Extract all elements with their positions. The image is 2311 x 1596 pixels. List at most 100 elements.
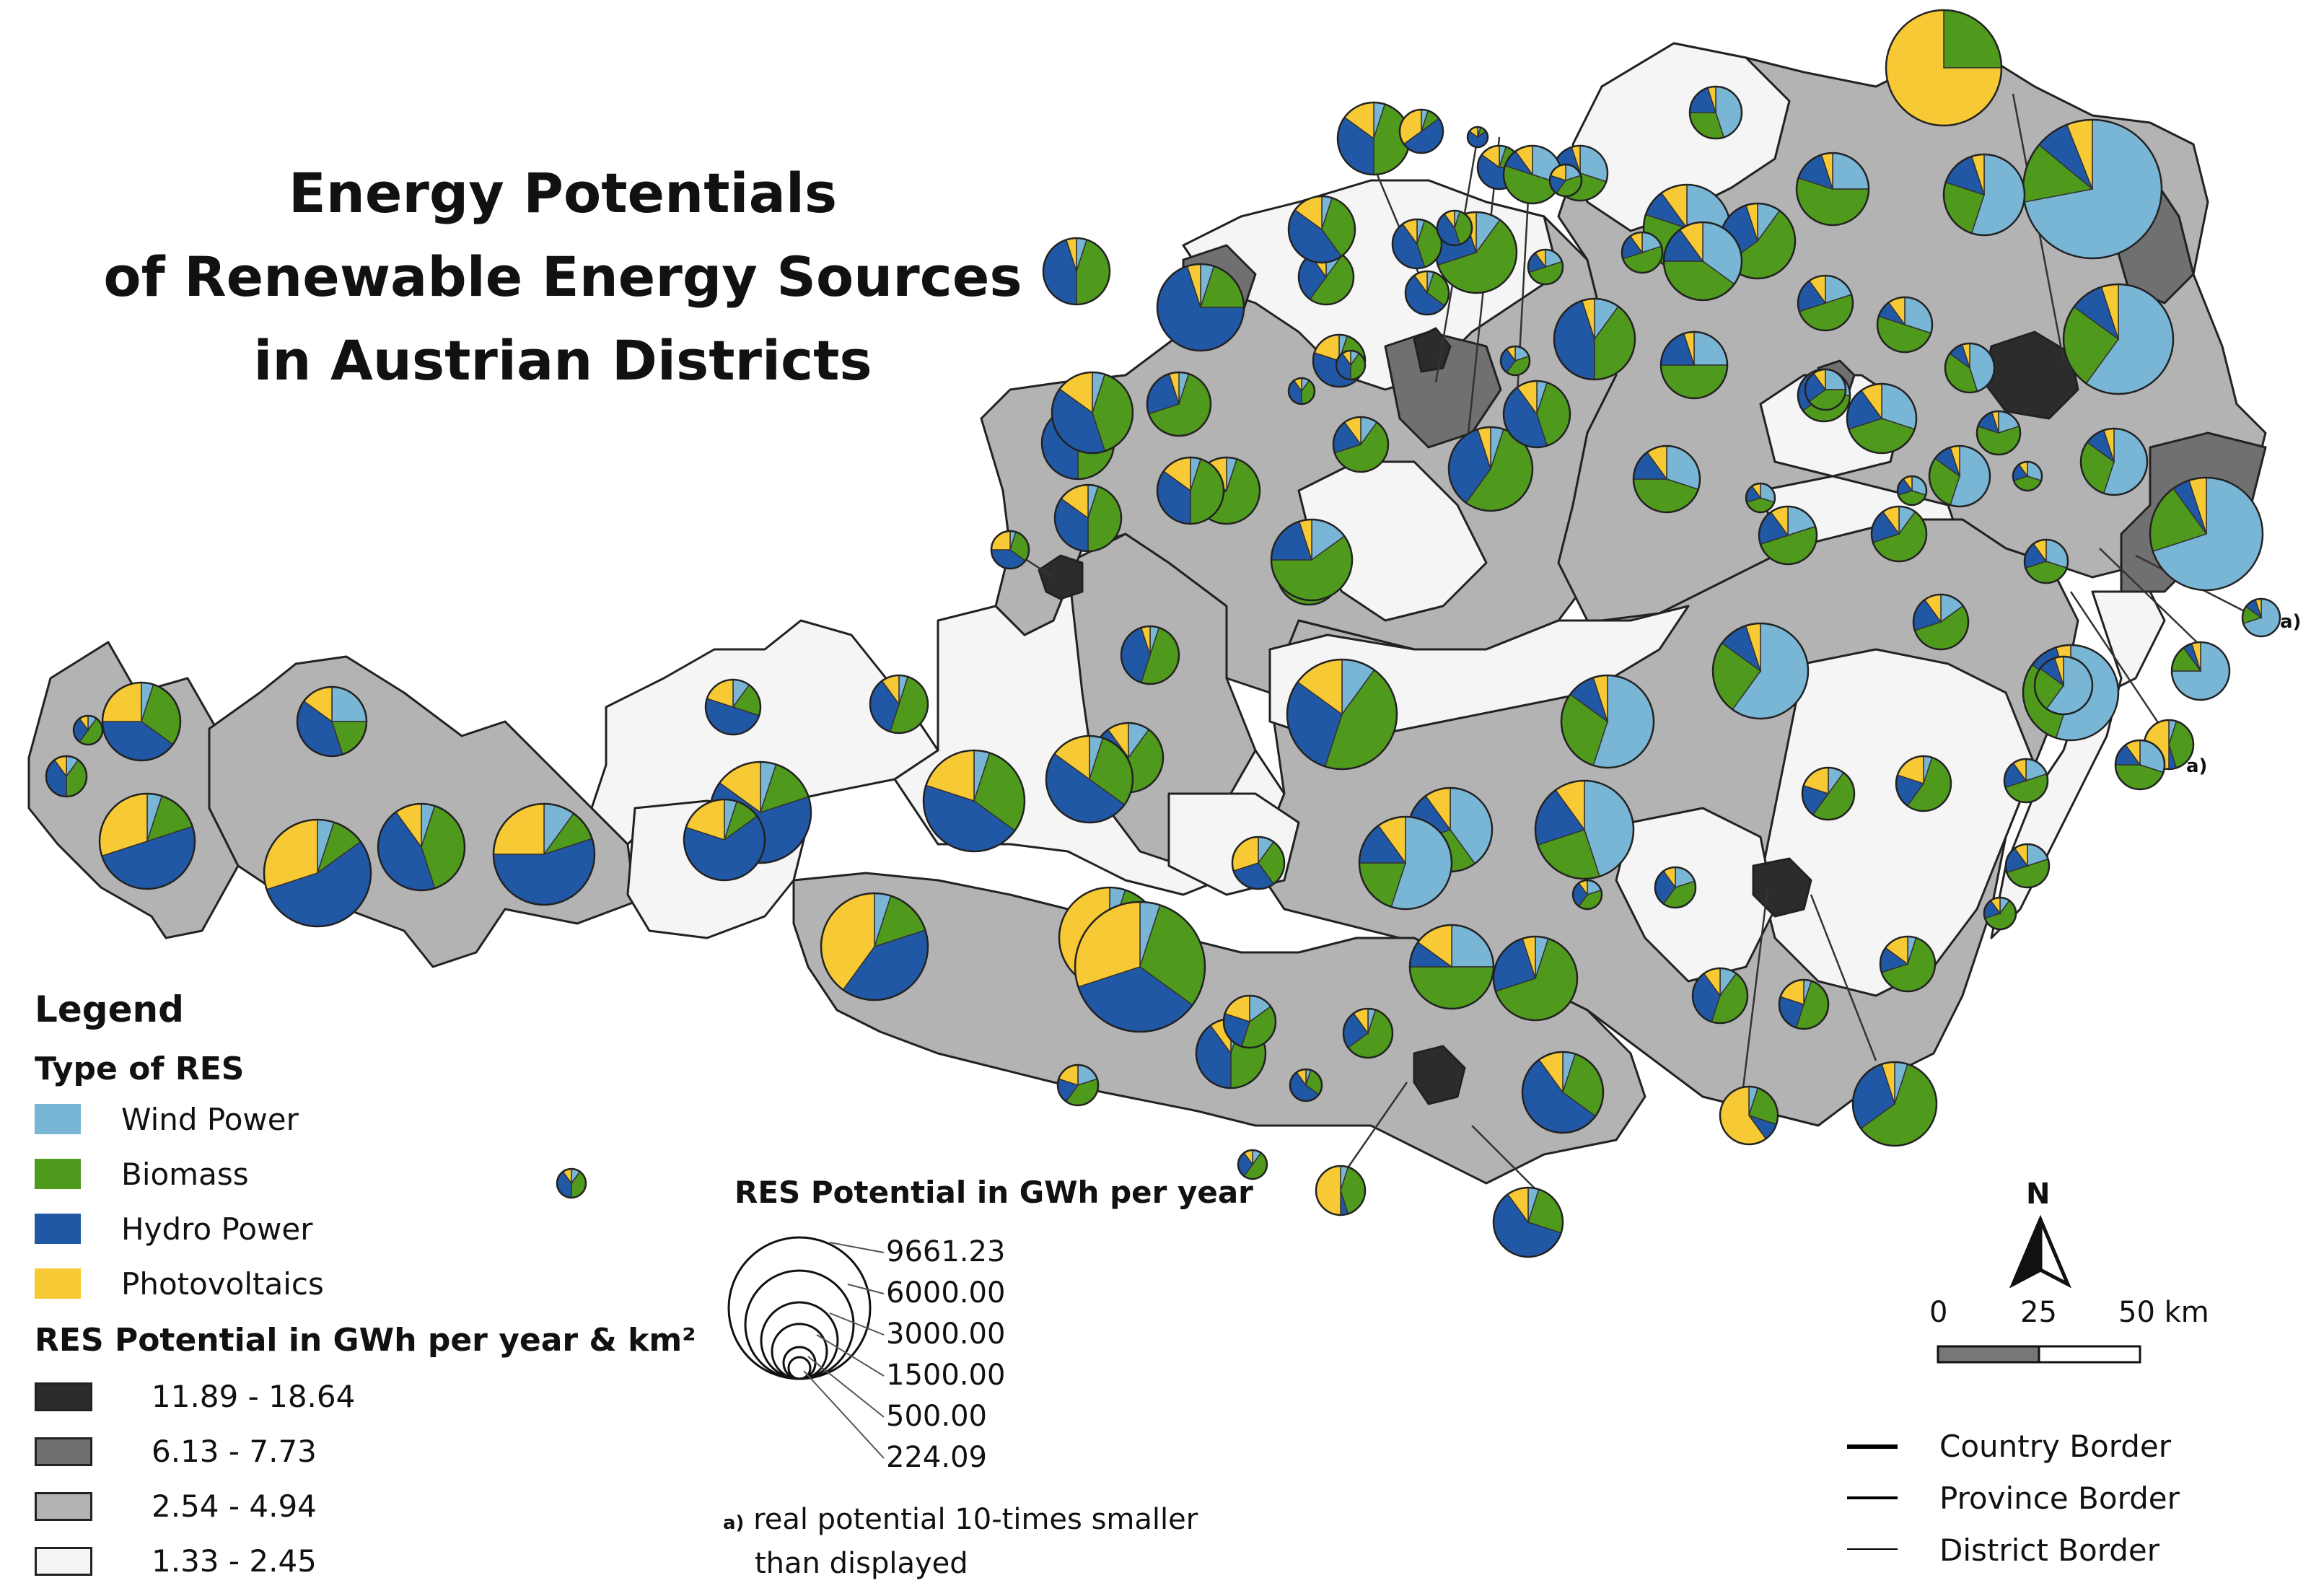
- district-pie-chart: [1560, 674, 1655, 769]
- pie-outline: [1335, 349, 1367, 381]
- district-pie-chart: [1237, 1149, 1268, 1180]
- wind-label: Wind Power: [121, 1102, 299, 1137]
- district-pie-chart: [1659, 330, 1729, 400]
- pie-outline: [1404, 270, 1450, 316]
- pie-outline: [2022, 644, 2120, 742]
- region-linz-core: [1413, 327, 1452, 373]
- pie-slice-pv: [1315, 1165, 1341, 1216]
- size-legend: [727, 1236, 885, 1459]
- pie-outline: [1797, 274, 1854, 332]
- district-pie-chart: [1492, 1186, 1564, 1258]
- pie-outline: [1287, 195, 1356, 264]
- province-border-line: [1847, 1496, 1898, 1499]
- pie-outline: [1051, 371, 1134, 455]
- pie-outline: [990, 530, 1030, 570]
- pie-outline: [556, 1167, 587, 1199]
- pie-outline: [1944, 342, 1996, 394]
- scale-note: a) real potential 10-times smaller than …: [723, 1499, 1198, 1584]
- district-pie-chart: [1398, 108, 1444, 154]
- district-pie-chart: [1688, 85, 1743, 140]
- district-pie-chart: [922, 749, 1026, 853]
- pie-outline: [1120, 625, 1180, 685]
- district-pie-chart: [1436, 209, 1473, 247]
- pie-outline: [1056, 1064, 1100, 1107]
- district-pie-chart: [1332, 416, 1390, 473]
- size-value-3: 3000.00: [886, 1317, 1006, 1351]
- pie-outline: [1156, 263, 1245, 352]
- district-pie-chart: [1270, 518, 1354, 602]
- north-arrow-icon: [2009, 1214, 2072, 1289]
- pie-outline: [45, 755, 88, 798]
- density-label-4: 1.33 - 2.45: [152, 1543, 317, 1579]
- district-pie-chart: [1983, 896, 2017, 931]
- district-pie-chart: [1146, 371, 1212, 437]
- pie-note-marker: a): [2186, 755, 2207, 777]
- pie-outline: [1045, 735, 1134, 824]
- pie-outline: [1053, 483, 1123, 553]
- title-line-3: in Austrian Districts: [253, 328, 872, 393]
- district-pie-chart: [2114, 739, 2166, 791]
- district-pie-chart: [1335, 349, 1367, 381]
- district-pie-chart: [1846, 382, 1918, 455]
- district-pie-chart: [1315, 1165, 1367, 1216]
- north-label: N: [2026, 1178, 2051, 1211]
- district-pie-chart: [1056, 1064, 1100, 1107]
- pie-outline: [1332, 416, 1390, 473]
- pie-outline: [1654, 866, 1697, 909]
- legend-heading: Legend: [35, 988, 184, 1030]
- pie-outline: [263, 818, 372, 928]
- district-pie-chart: [1342, 1007, 1394, 1059]
- district-pie-chart: [2062, 283, 2175, 395]
- district-pie-chart: [1527, 248, 1564, 286]
- district-pie-chart: [1391, 218, 1443, 270]
- district-pie-chart: [1499, 345, 1531, 377]
- district-pie-chart: [1879, 935, 1937, 993]
- pie-outline: [1499, 345, 1531, 377]
- district-pie-chart: [1912, 593, 1970, 651]
- res-type-heading: Type of RES: [35, 1051, 245, 1087]
- pie-outline: [1846, 382, 1918, 455]
- district-pie-chart: [1466, 126, 1489, 149]
- district-pie-chart: [1654, 866, 1697, 909]
- country-border-label: Country Border: [1939, 1429, 2172, 1464]
- pie-outline: [1662, 221, 1743, 302]
- district-pie-chart: [869, 674, 929, 735]
- district-pie-chart: [98, 792, 196, 890]
- district-pie-chart: [377, 802, 466, 892]
- size-legend-heading: RES Potential in GWh per year: [734, 1175, 1253, 1210]
- district-pie-chart: [1336, 101, 1411, 176]
- district-pie-chart: [1571, 879, 1603, 911]
- pie-outline: [1895, 755, 1952, 812]
- density-swatch-3: [35, 1492, 92, 1521]
- pie-outline: [2170, 641, 2231, 701]
- pv-label: Photovoltaics: [121, 1266, 324, 1302]
- pie-outline: [296, 685, 368, 758]
- district-pie-chart: [2033, 655, 2094, 716]
- pie-outline: [2033, 655, 2094, 716]
- pie-outline: [1912, 593, 1970, 651]
- pie-outline: [1042, 237, 1111, 306]
- district-pie-chart: [1745, 482, 1776, 514]
- region-vienna: [1983, 330, 2079, 420]
- pie-outline: [1447, 426, 1534, 512]
- pie-outline: [2004, 843, 2051, 889]
- district-pie-chart: [1895, 755, 1952, 812]
- density-heading: RES Potential in GWh per year & km²: [35, 1322, 696, 1359]
- district-pie-chart: [1548, 163, 1583, 198]
- pie-outline: [1896, 475, 1928, 507]
- district-border-line: [1847, 1548, 1898, 1550]
- pie-layer: a) a): [45, 9, 2301, 1258]
- pie-outline: [1928, 444, 1991, 508]
- district-pie-chart: [1045, 735, 1134, 824]
- district-pie-chart: [1876, 296, 1934, 354]
- district-pie-chart: [683, 798, 766, 882]
- title-line-2: of Renewable Energy Sources: [103, 245, 1022, 309]
- pie-outline: [683, 798, 766, 882]
- district-pie-chart: [2170, 641, 2231, 701]
- pie-outline: [101, 681, 182, 762]
- district-pie-chart: [1447, 426, 1534, 512]
- note-line-2: than displayed: [755, 1547, 968, 1580]
- pie-outline: [1621, 231, 1664, 274]
- pie-outline: [1851, 1061, 1938, 1147]
- district-pie-chart: [1778, 978, 1830, 1030]
